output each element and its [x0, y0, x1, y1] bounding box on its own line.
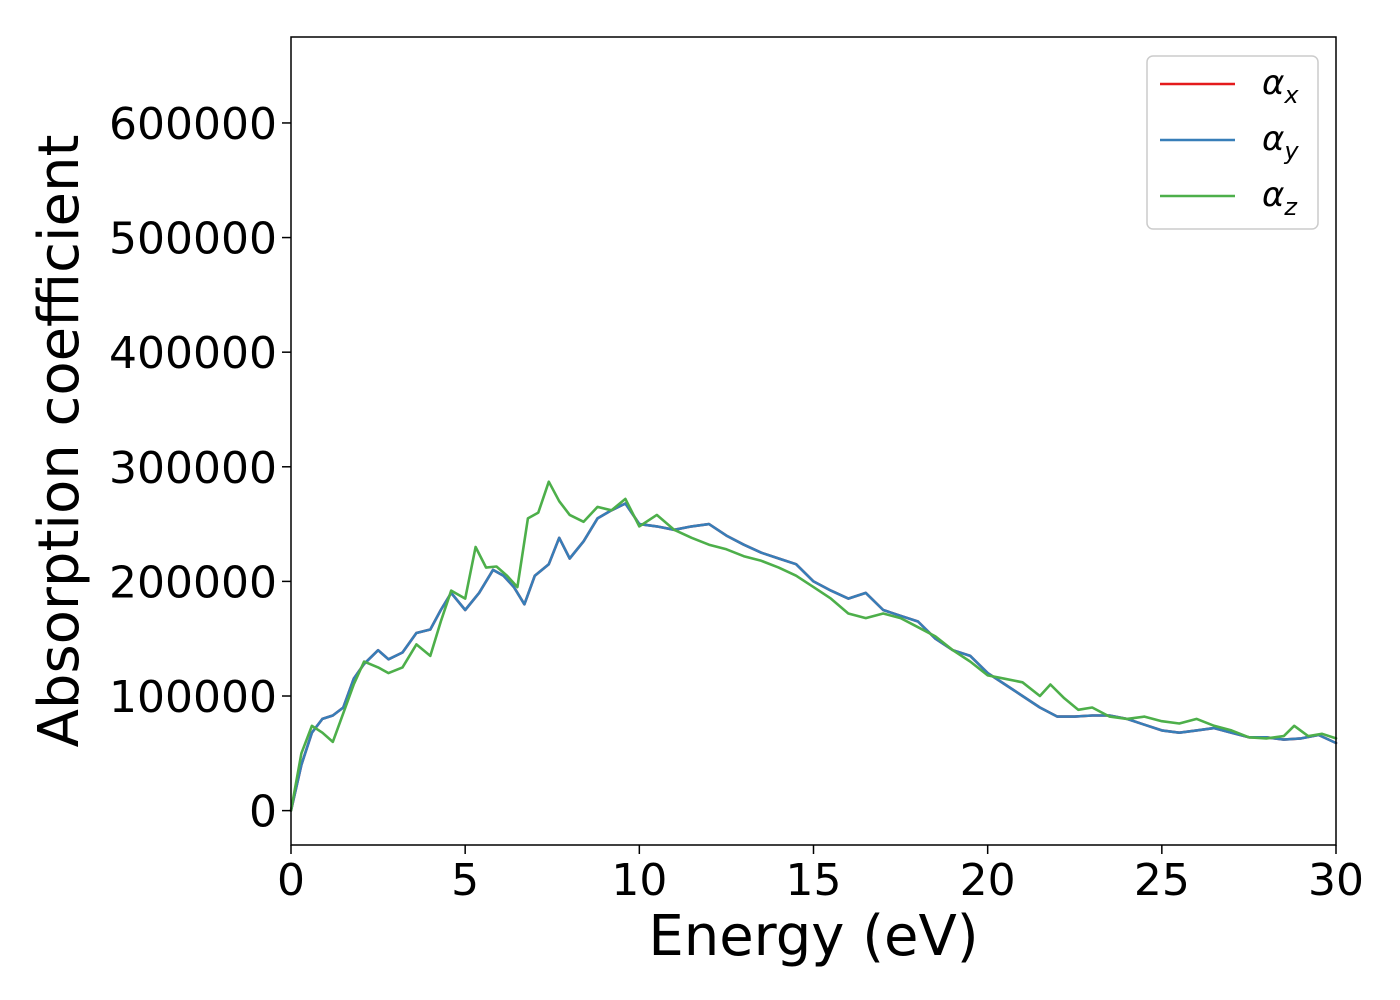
y-tick-label: 600000 [109, 99, 277, 150]
legend-label-x: αx [1262, 63, 1299, 109]
y-axis-label: Absorption coefficient [27, 135, 92, 748]
legend-label-z: αz [1262, 175, 1298, 221]
y-tick-label: 200000 [109, 557, 277, 608]
legend: αx αy αz [1146, 55, 1319, 230]
x-tick-label: 20 [960, 855, 1016, 906]
y-axis-ticks: 0 100000 200000 300000 400000 500000 600000 [109, 99, 291, 838]
x-tick-label: 15 [786, 855, 842, 906]
x-tick-label: 0 [277, 855, 305, 906]
y-tick-label: 300000 [109, 443, 277, 494]
x-tick-label: 5 [451, 855, 479, 906]
y-tick-label: 500000 [109, 214, 277, 265]
x-tick-label: 25 [1134, 855, 1190, 906]
series-line-y [289, 502, 1338, 812]
x-axis-label: Energy (eV) [648, 904, 978, 969]
y-tick-label: 0 [249, 787, 277, 838]
x-axis-ticks: 0 5 10 15 20 25 30 [277, 845, 1364, 906]
legend-box [1146, 55, 1319, 230]
x-tick-label: 30 [1308, 855, 1364, 906]
legend-label-y: αy [1262, 119, 1299, 165]
series-line-z [289, 480, 1338, 812]
series-line-x [289, 502, 1338, 812]
series-layer [289, 480, 1338, 812]
y-tick-label: 400000 [109, 328, 277, 379]
y-tick-label: 100000 [109, 672, 277, 723]
x-tick-label: 10 [611, 855, 667, 906]
